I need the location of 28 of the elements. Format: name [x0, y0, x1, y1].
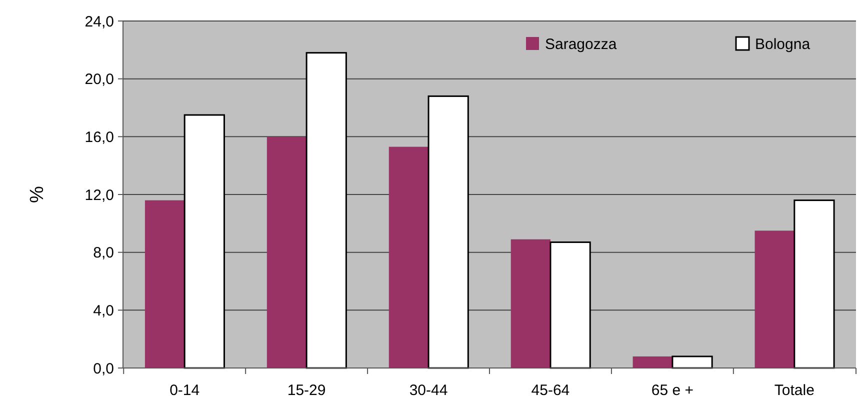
x-tick-label: Totale	[774, 382, 814, 399]
x-tick-label: 65 e +	[651, 382, 694, 399]
y-axis-title: %	[27, 186, 48, 203]
legend-label: Saragozza	[545, 36, 618, 53]
x-tick-label: 15-29	[287, 382, 326, 399]
x-tick-label: 45-64	[531, 382, 570, 399]
y-tick-label: 4,0	[93, 302, 114, 320]
bar	[144, 200, 185, 368]
y-tick-label: 20,0	[84, 71, 114, 88]
y-tick-label: 0,0	[93, 360, 114, 378]
bar	[510, 239, 550, 368]
bar	[550, 241, 591, 369]
legend-label: Bologna	[755, 36, 811, 53]
x-tick-label: 0-14	[170, 382, 200, 399]
y-tick-label: 12,0	[84, 186, 114, 204]
bar	[184, 114, 225, 369]
bar	[672, 356, 713, 369]
y-tick-label: 8,0	[93, 244, 114, 262]
x-tick-label: 30-44	[409, 382, 448, 399]
bar	[754, 230, 794, 368]
bar	[306, 52, 347, 369]
y-tick-label: 16,0	[84, 128, 114, 146]
bar	[794, 200, 835, 369]
bar	[428, 95, 469, 369]
y-tick-label: 24,0	[84, 13, 114, 30]
bar	[266, 136, 307, 368]
bar	[388, 146, 429, 368]
bar	[632, 356, 672, 368]
